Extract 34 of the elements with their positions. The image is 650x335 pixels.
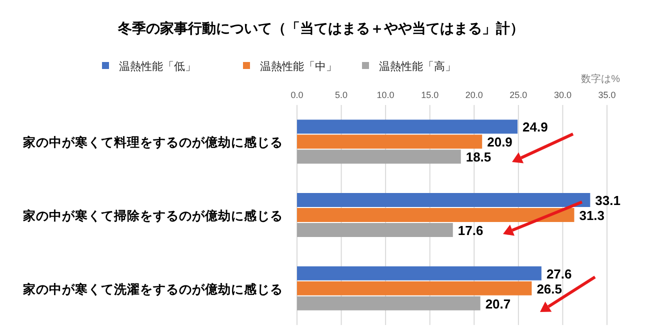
bar [297, 208, 574, 222]
bar [297, 296, 480, 310]
bar [297, 193, 590, 207]
data-label: 20.7 [485, 296, 511, 312]
bar [297, 223, 453, 237]
chart-title: 冬季の家事行動について（「当てはまる＋やや当てはまる」計） [117, 20, 524, 36]
data-label: 17.6 [458, 223, 484, 238]
legend-label: 温熱性能「中」 [260, 60, 337, 73]
bar [297, 134, 482, 149]
data-label: 33.1 [595, 193, 620, 208]
x-tick-label: 25.0 [510, 90, 528, 100]
bar [297, 150, 461, 164]
data-label: 18.5 [466, 150, 492, 165]
data-label: 27.6 [546, 266, 572, 282]
y-tick-label: 家の中が寒くて掃除をするのが億劫に感じる [22, 208, 283, 223]
x-tick-label: 10.0 [376, 90, 394, 100]
bar [297, 266, 542, 280]
x-tick-label: 15.0 [421, 90, 439, 100]
data-label: 26.5 [536, 281, 562, 296]
legend-label: 温熱性能「低」 [119, 60, 196, 73]
x-tick-label: 20.0 [465, 90, 483, 100]
bar [297, 281, 532, 296]
data-label: 20.9 [487, 134, 512, 150]
x-tick-label: 0.0 [290, 90, 304, 100]
legend-label: 温熱性能「高」 [379, 60, 456, 73]
x-tick-label: 5.0 [335, 90, 348, 100]
data-label: 31.3 [579, 208, 605, 223]
y-tick-label: 家の中が寒くて洗濯をするのが億劫に感じる [22, 281, 283, 296]
x-tick-label: 30.0 [554, 90, 572, 100]
text: 数字は% [581, 73, 620, 85]
x-tick-label: 35.0 [598, 90, 616, 100]
bar [297, 120, 518, 134]
y-tick-label: 家の中が寒くて料理をするのが億劫に感じる [22, 134, 283, 150]
data-label: 24.9 [522, 120, 548, 135]
